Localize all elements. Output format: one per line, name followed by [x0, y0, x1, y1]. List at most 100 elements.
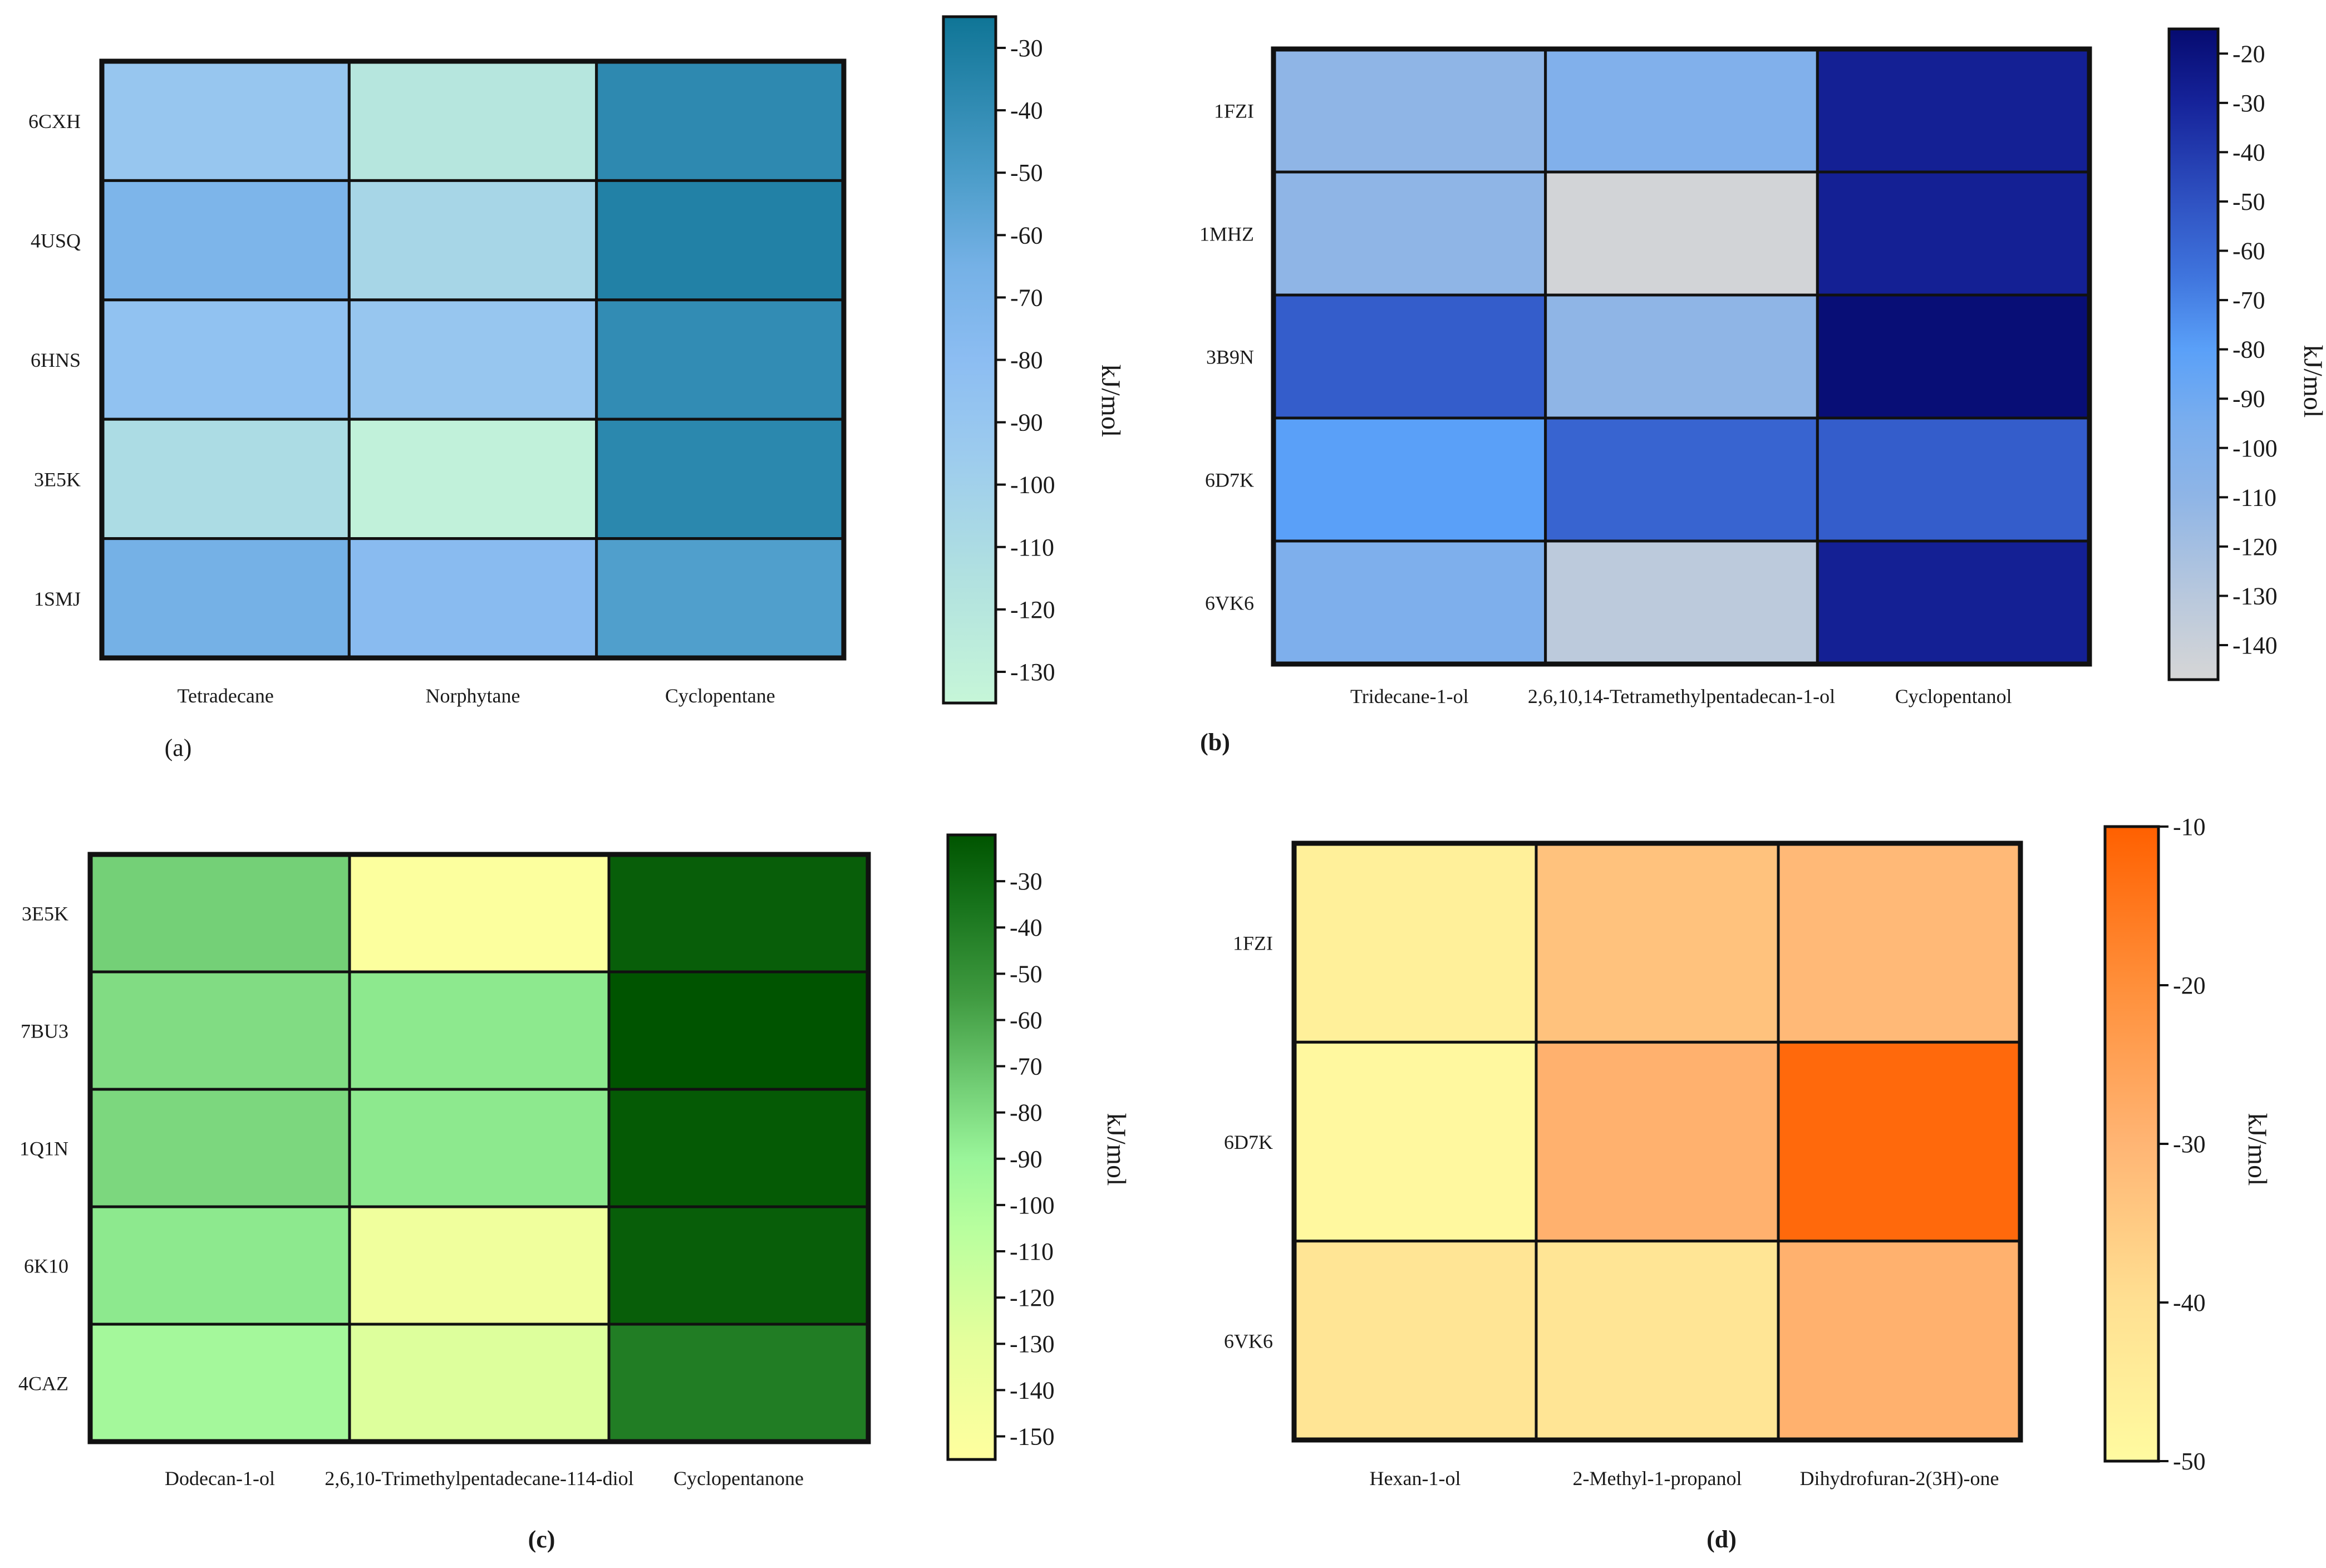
heatmap-cell-b-r4-c2 — [1816, 539, 2091, 666]
heatmap-cell-b-r3-c2 — [1816, 416, 2091, 543]
heatmap-cell-a-r1-c0 — [100, 179, 351, 302]
colorbar-tick-label: -40 — [1010, 97, 1043, 124]
heatmap-cell-a-r2-c0 — [100, 298, 351, 421]
row-label: 6CXH — [28, 110, 81, 132]
colorbar-tick-label: -130 — [1010, 658, 1055, 686]
row-label: 6D7K — [1224, 1131, 1273, 1153]
colorbar-unit-label: kJ/mol — [2243, 1113, 2272, 1186]
row-label: 1MHZ — [1199, 223, 1254, 245]
panel-label: (a) — [165, 734, 192, 761]
column-label: Dodecan-1-ol — [165, 1467, 275, 1490]
heatmap-cell-c-r2-c1 — [348, 1088, 611, 1208]
heatmap-cell-d-r2-c2 — [1777, 1240, 2022, 1442]
heatmap-cell-a-r4-c1 — [347, 537, 598, 660]
colorbar-unit-label: kJ/mol — [2298, 345, 2326, 418]
colorbar-tick-label: -90 — [1010, 1146, 1042, 1173]
column-label: Cyclopentane — [665, 685, 775, 707]
colorbar-tick-label: -50 — [2232, 188, 2265, 215]
heatmap-cell-a-r2-c1 — [347, 298, 598, 421]
row-label: 6HNS — [31, 349, 81, 371]
panel-d: 1FZI 6D7K 6VK6 Hexan-1-ol 2-Methyl-1-propano… — [1224, 813, 2272, 1553]
panel-label: (b) — [1200, 729, 1230, 756]
colorbar-tick-label: -70 — [2232, 287, 2265, 314]
row-label: 1Q1N — [19, 1138, 68, 1160]
colorbar-tick-label: -110 — [1010, 1238, 1054, 1265]
row-label: 3E5K — [22, 903, 68, 925]
row-label: 7BU3 — [21, 1020, 68, 1043]
heatmap-cell-c-r0-c0 — [88, 853, 351, 974]
row-label: 1FZI — [1233, 932, 1273, 955]
heatmap-cell-c-r1-c1 — [348, 970, 611, 1091]
heatmap-figure: 6CXH 4USQ 6HNS 3E5K 1SMJ Tetradecane Norphytan… — [18, 15, 2326, 1553]
column-label: Dihydrofuran-2(3H)-one — [1800, 1467, 1999, 1490]
colorbar-tick-label: -90 — [1010, 409, 1043, 436]
heatmap-cell-a-r1-c2 — [595, 179, 845, 302]
heatmap-cell-d-r2-c1 — [1535, 1240, 1780, 1442]
colorbar-tick-label: -10 — [2173, 813, 2206, 840]
colorbar-tick-label: -120 — [2232, 533, 2278, 561]
colorbar-tick-label: -80 — [1010, 1099, 1042, 1127]
colorbar — [946, 833, 997, 1461]
colorbar — [942, 15, 997, 705]
heatmap-cell-a-r0-c1 — [347, 60, 598, 182]
colorbar-tick-label: -80 — [1010, 347, 1043, 374]
heatmap-frame — [1271, 46, 2092, 667]
colorbar-unit-label: kJ/mol — [1101, 1113, 1131, 1186]
panel-label: (c) — [528, 1526, 555, 1553]
panel-b: 1FZI 1MHZ 3B9N 6D7K 6VK6 Tridecane-1-ol 2,6,10… — [1199, 27, 2326, 756]
column-label: Hexan-1-ol — [1370, 1467, 1461, 1490]
heatmap-cell-c-r3-c0 — [88, 1205, 351, 1326]
colorbar-tick-label: -50 — [2173, 1448, 2206, 1475]
column-label: 2,6,10-Trimethylpentadecane-114-diol — [324, 1467, 633, 1490]
heatmap-cell-d-r1-c0 — [1292, 1040, 1538, 1243]
colorbar-tick-label: -40 — [2232, 139, 2265, 166]
column-label: 2,6,10,14-Tetramethylpentadecan-1-ol — [1528, 685, 1835, 707]
heatmap-cell-b-r4-c1 — [1544, 539, 1819, 666]
row-label: 6VK6 — [1224, 1330, 1273, 1352]
heatmap-cell-c-r4-c0 — [88, 1323, 351, 1443]
heatmap-cell-c-r4-c1 — [348, 1323, 611, 1443]
heatmap-cell-c-r1-c0 — [88, 970, 351, 1091]
colorbar-tick-label: -110 — [2232, 484, 2276, 511]
colorbar-tick-label: -130 — [1010, 1330, 1055, 1358]
heatmap-cell-b-r0-c1 — [1544, 47, 1819, 174]
panel-a: 6CXH 4USQ 6HNS 3E5K 1SMJ Tetradecane Norphytan… — [28, 15, 1125, 761]
colorbar-tick-label: -60 — [2232, 238, 2265, 265]
colorbar-tick-label: -60 — [1010, 222, 1043, 249]
heatmap-cell-a-r0-c0 — [100, 60, 351, 182]
heatmap-cell-b-r1-c2 — [1816, 170, 2091, 297]
heatmap-cell-c-r1-c2 — [607, 970, 870, 1091]
colorbar-tick-label: -30 — [1010, 35, 1043, 62]
heatmap-frame — [87, 852, 871, 1444]
colorbar-unit-label: kJ/mol — [1096, 365, 1125, 438]
heatmap-cell-a-r3-c1 — [347, 417, 598, 540]
heatmap-cell-b-r2-c1 — [1544, 293, 1819, 420]
heatmap-cell-a-r1-c1 — [347, 179, 598, 302]
heatmap-cell-b-r1-c1 — [1544, 170, 1819, 297]
colorbar-tick-label: -150 — [1010, 1423, 1055, 1450]
heatmap-cell-d-r0-c0 — [1292, 842, 1538, 1044]
colorbar-tick-label: -140 — [1010, 1377, 1055, 1404]
colorbar-tick-label: -30 — [2173, 1130, 2206, 1158]
heatmap-cell-b-r0-c2 — [1816, 47, 2091, 174]
heatmap-cell-d-r0-c2 — [1777, 842, 2022, 1044]
row-label: 3B9N — [1206, 346, 1254, 368]
panel-label: (d) — [1707, 1526, 1737, 1553]
row-label: 3E5K — [34, 468, 81, 490]
colorbar-tick-label: -40 — [2173, 1289, 2206, 1316]
heatmap-cell-b-r3-c1 — [1544, 416, 1819, 543]
colorbar-tick-label: -50 — [1010, 960, 1042, 987]
column-label: Cyclopentanone — [673, 1467, 804, 1490]
colorbar-tick-label: -20 — [2173, 972, 2206, 999]
colorbar-tick-label: -100 — [2232, 435, 2278, 462]
heatmap-cell-c-r0-c2 — [607, 853, 870, 974]
heatmap-cell-b-r1-c0 — [1272, 170, 1547, 297]
heatmap-cell-a-r0-c2 — [595, 60, 845, 182]
heatmap-cell-d-r1-c2 — [1777, 1040, 2022, 1243]
heatmap-cell-c-r2-c0 — [88, 1088, 351, 1208]
colorbar-tick-label: -100 — [1010, 471, 1055, 499]
heatmap-frame — [1291, 840, 2023, 1443]
heatmap-cell-b-r3-c0 — [1272, 416, 1547, 543]
colorbar-tick-label: -30 — [1010, 868, 1042, 895]
